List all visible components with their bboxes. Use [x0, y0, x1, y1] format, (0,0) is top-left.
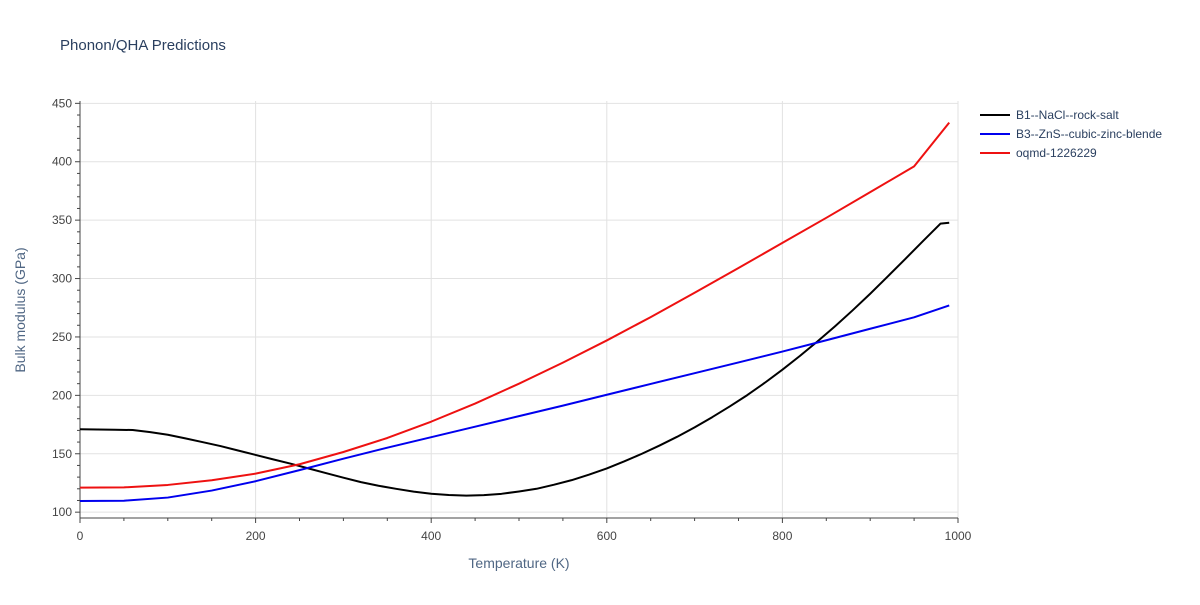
x-tick-label: 400 — [421, 529, 441, 543]
x-tick-label: 200 — [246, 529, 266, 543]
series-line-1[interactable] — [79, 221, 950, 497]
x-axis-title: Temperature (K) — [468, 555, 569, 571]
x-tick-label: 600 — [597, 529, 617, 543]
y-tick-label: 200 — [52, 388, 72, 402]
chart-title: Phonon/QHA Predictions — [60, 37, 226, 54]
y-tick-label: 450 — [52, 96, 72, 110]
legend-label: B3--ZnS--cubic-zinc-blende — [1016, 127, 1162, 141]
legend-label: B1--NaCl--rock-salt — [1016, 108, 1119, 122]
axes: 0 200 400 600 800 1000 100 150 200 250 300 350 400 45… — [52, 96, 972, 543]
x-tick-label: 800 — [772, 529, 792, 543]
y-tick-label: 350 — [52, 213, 72, 227]
legend-item[interactable]: B1--NaCl--rock-salt — [980, 108, 1119, 122]
legend-item[interactable]: B3--ZnS--cubic-zinc-blende — [980, 127, 1162, 141]
series-line-3[interactable] — [79, 121, 951, 489]
series-lines — [79, 121, 951, 503]
legend-item[interactable]: oqmd-1226229 — [980, 146, 1097, 160]
grid — [80, 101, 959, 518]
legend[interactable]: B1--NaCl--rock-salt B3--ZnS--cubic-zinc-b… — [980, 108, 1162, 160]
x-tick-label: 0 — [77, 529, 84, 543]
y-tick-label: 300 — [52, 272, 72, 286]
y-tick-label: 100 — [52, 505, 72, 519]
y-tick-label: 150 — [52, 447, 72, 461]
y-axis-title: Bulk modulus (GPa) — [12, 247, 28, 372]
y-tick-label: 250 — [52, 330, 72, 344]
y-tick-label: 400 — [52, 155, 72, 169]
x-tick-label: 1000 — [945, 529, 972, 543]
series-line-2[interactable] — [79, 304, 950, 503]
legend-label: oqmd-1226229 — [1016, 146, 1097, 160]
